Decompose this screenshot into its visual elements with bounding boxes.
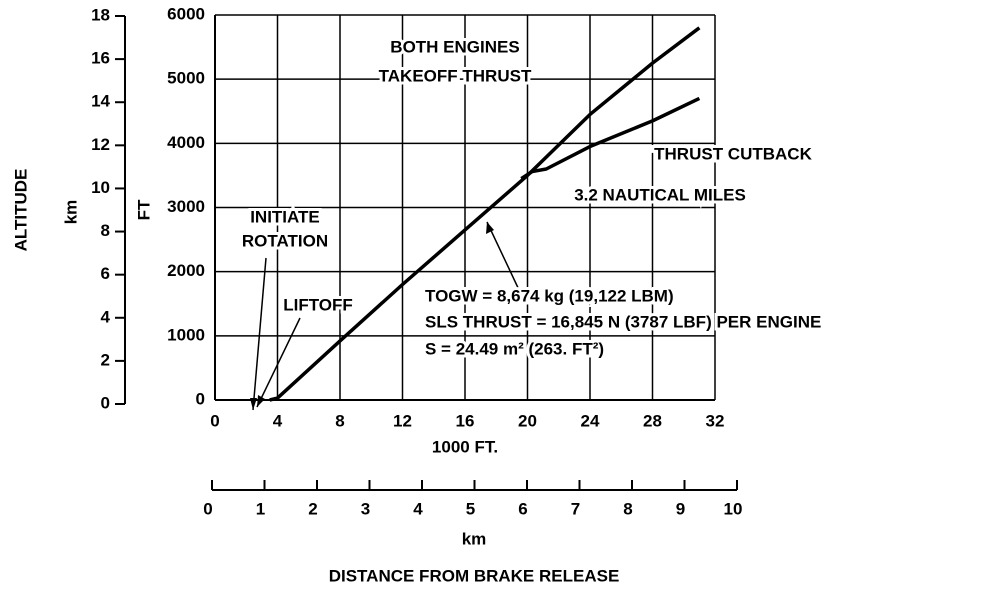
- x2-tick-label: 9: [676, 499, 685, 518]
- annotation: INITIATE: [250, 207, 320, 226]
- x2-tick-label: 2: [308, 499, 317, 518]
- y2-unit: km: [61, 200, 80, 225]
- x-title: DISTANCE FROM BRAKE RELEASE: [329, 566, 620, 585]
- x2-tick-label: 4: [413, 499, 423, 518]
- x2-tick-label: 1: [256, 499, 265, 518]
- y-tick-label: 5000: [167, 69, 205, 88]
- y2-tick-label: 12: [91, 135, 110, 154]
- y2-tick-label: 4: [101, 307, 111, 326]
- x-tick-label: 4: [273, 411, 283, 430]
- x-tick-label: 12: [393, 411, 412, 430]
- y2-tick-label: 6: [101, 264, 110, 283]
- annotation: ROTATION: [242, 231, 328, 250]
- annotation: SLS THRUST = 16,845 N (3787 LBF) PER ENG…: [425, 312, 821, 331]
- y2-tick-label: 14: [91, 92, 110, 111]
- annotation: BOTH ENGINES: [390, 37, 519, 56]
- arrow: [252, 257, 267, 411]
- y-tick-label: 1000: [167, 325, 205, 344]
- annotation: TOGW = 8,674 kg (19,122 LBM): [425, 286, 674, 305]
- x-tick-label: 16: [456, 411, 475, 430]
- annotation: TAKEOFF THRUST: [379, 66, 532, 85]
- x-tick-label: 28: [643, 411, 662, 430]
- arrowhead: [257, 395, 265, 407]
- arrowhead: [250, 398, 257, 410]
- x2-tick-label: 5: [466, 499, 475, 518]
- x-tick-label: 8: [335, 411, 344, 430]
- x2-tick-label: 7: [571, 499, 580, 518]
- y2-tick-label: 18: [91, 5, 110, 24]
- y-label: FT: [134, 199, 153, 220]
- x2-tick-label: 10: [724, 499, 743, 518]
- annotation: LIFTOFF: [283, 295, 353, 314]
- series-line: [269, 26, 701, 402]
- x2-tick-label: 0: [203, 499, 212, 518]
- x2-tick-label: 6: [518, 499, 527, 518]
- x-tick-label: 0: [210, 411, 219, 430]
- arrow: [486, 221, 521, 293]
- y2-tick-label: 10: [91, 178, 110, 197]
- y2-tick-label: 16: [91, 49, 110, 68]
- x-tick-label: 32: [706, 411, 725, 430]
- y2-tick-label: 2: [101, 350, 110, 369]
- y-tick-label: 6000: [167, 4, 205, 23]
- arrow: [256, 317, 301, 408]
- y2-tick-label: 8: [101, 221, 110, 240]
- x2-tick-label: 3: [361, 499, 370, 518]
- annotation: 3.2 NAUTICAL MILES: [574, 185, 746, 204]
- x-tick-label: 20: [518, 411, 537, 430]
- y-tick-label: 2000: [167, 261, 205, 280]
- x2-tick-label: 8: [623, 499, 632, 518]
- arrowhead: [486, 222, 494, 234]
- annotation: THRUST CUTBACK: [654, 144, 812, 163]
- x-tick-label: 24: [581, 411, 600, 430]
- y2-title: ALTITUDE: [11, 169, 30, 252]
- x2-unit: km: [462, 529, 487, 548]
- series-line: [520, 96, 701, 181]
- y-tick-label: 0: [196, 389, 205, 408]
- y-tick-label: 4000: [167, 133, 205, 152]
- y-tick-label: 3000: [167, 197, 205, 216]
- x-label: 1000 FT.: [432, 437, 498, 456]
- annotation: S = 24.49 m² (263. FT²): [425, 339, 604, 358]
- y2-tick-label: 0: [101, 393, 110, 412]
